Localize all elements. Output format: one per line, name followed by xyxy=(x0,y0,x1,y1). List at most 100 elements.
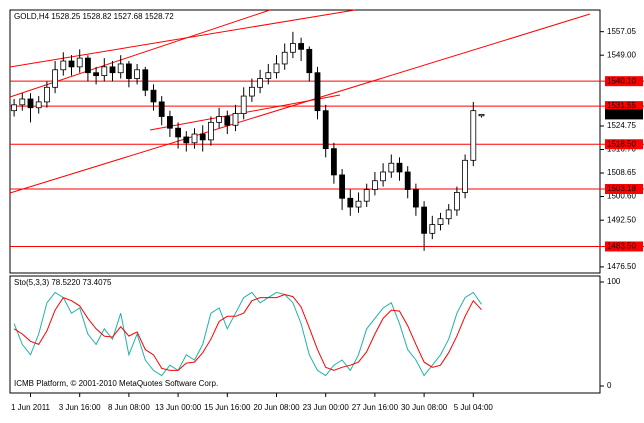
candle-body xyxy=(166,116,173,129)
candle-body xyxy=(232,113,239,126)
level-label-box xyxy=(605,101,643,112)
candle-body xyxy=(199,133,206,141)
candle-body xyxy=(35,101,42,109)
y-tick-label: 0 xyxy=(607,381,612,390)
x-tick-label: 5 Jul 04:00 xyxy=(454,403,494,412)
candle-body xyxy=(371,180,378,190)
candle-body xyxy=(76,57,83,68)
level-label-box xyxy=(605,183,643,194)
price-label-box xyxy=(605,109,643,120)
x-tick-label: 1 Jun 2011 xyxy=(11,403,51,412)
candle-body xyxy=(150,89,157,103)
x-tick-label: 23 Jun 00:00 xyxy=(303,403,350,412)
y-tick-label: 1508.65 xyxy=(607,168,636,177)
candle-body xyxy=(462,159,469,193)
level-label-box xyxy=(605,76,643,87)
candle-body xyxy=(388,162,395,173)
candle-body xyxy=(134,69,141,79)
candle-body xyxy=(101,66,108,77)
candle-body xyxy=(363,189,370,202)
candle-body xyxy=(11,104,18,112)
candle-body xyxy=(183,136,190,144)
y-tick-label: 1500.60 xyxy=(607,192,636,201)
candle-body xyxy=(306,48,313,74)
level-label-box xyxy=(605,241,643,252)
candle-body xyxy=(339,174,346,199)
candle-body xyxy=(314,72,321,112)
candle-body xyxy=(109,66,116,74)
candle-body xyxy=(470,110,477,161)
candle-body xyxy=(257,78,264,88)
indicator-line xyxy=(13,291,482,377)
candle-body xyxy=(412,189,419,208)
candle-body xyxy=(44,86,50,103)
candle-body xyxy=(347,197,354,208)
candle-body xyxy=(216,116,223,123)
candle-body xyxy=(355,200,362,208)
x-tick-label: 30 Jun 08:00 xyxy=(401,403,448,412)
y-tick-label: 1524.75 xyxy=(607,121,636,130)
candle-body xyxy=(224,116,231,126)
candle-body xyxy=(453,192,460,211)
candle-body xyxy=(191,133,198,144)
trend-line xyxy=(9,13,591,194)
candle-body xyxy=(289,43,296,53)
candle-body xyxy=(117,63,124,74)
candle-body xyxy=(240,95,247,114)
chart-title: GOLD,H4 1528.25 1528.82 1527.68 1528.72 xyxy=(14,12,174,21)
candle-body xyxy=(85,57,91,74)
candle-body xyxy=(445,209,452,220)
y-tick-label: 1476.50 xyxy=(607,262,636,271)
candle-body xyxy=(281,51,288,65)
level-label: 1540.10 xyxy=(607,76,636,85)
sub-panel xyxy=(9,275,601,394)
candle-body xyxy=(298,43,305,50)
candle-body xyxy=(142,69,149,91)
candle-body xyxy=(322,110,329,150)
x-tick-label: 15 Jun 16:00 xyxy=(204,403,251,412)
candle-body xyxy=(126,63,132,79)
x-tick-label: 13 Jun 00:00 xyxy=(155,403,202,412)
candle-body xyxy=(429,224,436,234)
main-panel xyxy=(9,9,601,274)
candle-body xyxy=(175,127,182,138)
x-tick-label: 27 Jun 16:00 xyxy=(352,403,399,412)
x-tick-label: 8 Jun 08:00 xyxy=(108,403,150,412)
y-tick-label: 1549.00 xyxy=(607,50,636,59)
candle-body xyxy=(265,72,272,79)
candle-body xyxy=(380,171,387,182)
candle-body xyxy=(19,98,26,106)
footer: ICMB Platform, © 2001-2010 MetaQuotes So… xyxy=(14,379,218,388)
candle-body xyxy=(478,114,485,117)
candle-body xyxy=(248,86,255,97)
candle-body xyxy=(404,171,411,190)
candle-body xyxy=(437,218,444,225)
candle-body xyxy=(52,69,58,88)
candle-body xyxy=(27,98,34,109)
level-label: 1518.50 xyxy=(607,139,636,148)
level-label: 1483.50 xyxy=(607,242,636,251)
indicator-title: Sto(5,3,3) 78.5220 73.4075 xyxy=(14,278,112,287)
level-label: 1531.55 xyxy=(607,101,636,110)
x-tick-label: 3 Jun 16:00 xyxy=(59,403,101,412)
y-tick-label: 1557.05 xyxy=(607,27,636,36)
trend-line xyxy=(9,9,356,68)
price-label: 1528.72 xyxy=(607,110,636,119)
candle-body xyxy=(207,121,214,141)
candle-body xyxy=(60,60,67,71)
level-label-box xyxy=(605,139,643,150)
candle-body xyxy=(396,162,403,173)
x-tick-label: 20 Jun 08:00 xyxy=(253,403,300,412)
candle-body xyxy=(421,206,428,234)
candle-body xyxy=(330,148,337,176)
candle-body xyxy=(93,72,99,77)
candle-body xyxy=(68,60,75,68)
candle-body xyxy=(158,101,165,117)
level-label: 1503.18 xyxy=(607,184,636,193)
candle-body xyxy=(273,63,280,74)
y-tick-label: 1492.50 xyxy=(607,215,636,224)
indicator-line xyxy=(13,293,482,371)
y-tick-label: 100 xyxy=(607,277,621,286)
